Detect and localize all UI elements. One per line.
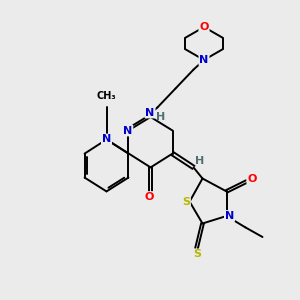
Text: S: S <box>193 249 201 260</box>
Text: N: N <box>123 125 132 136</box>
Text: N: N <box>225 211 234 221</box>
Text: N: N <box>102 134 111 145</box>
Text: S: S <box>182 196 190 207</box>
Text: O: O <box>144 192 154 202</box>
Text: O: O <box>199 22 209 32</box>
Text: CH₃: CH₃ <box>97 91 116 101</box>
Text: H: H <box>196 156 205 166</box>
Text: O: O <box>247 173 257 184</box>
Text: H: H <box>157 112 166 122</box>
Text: N: N <box>146 107 154 118</box>
Text: N: N <box>200 55 208 65</box>
